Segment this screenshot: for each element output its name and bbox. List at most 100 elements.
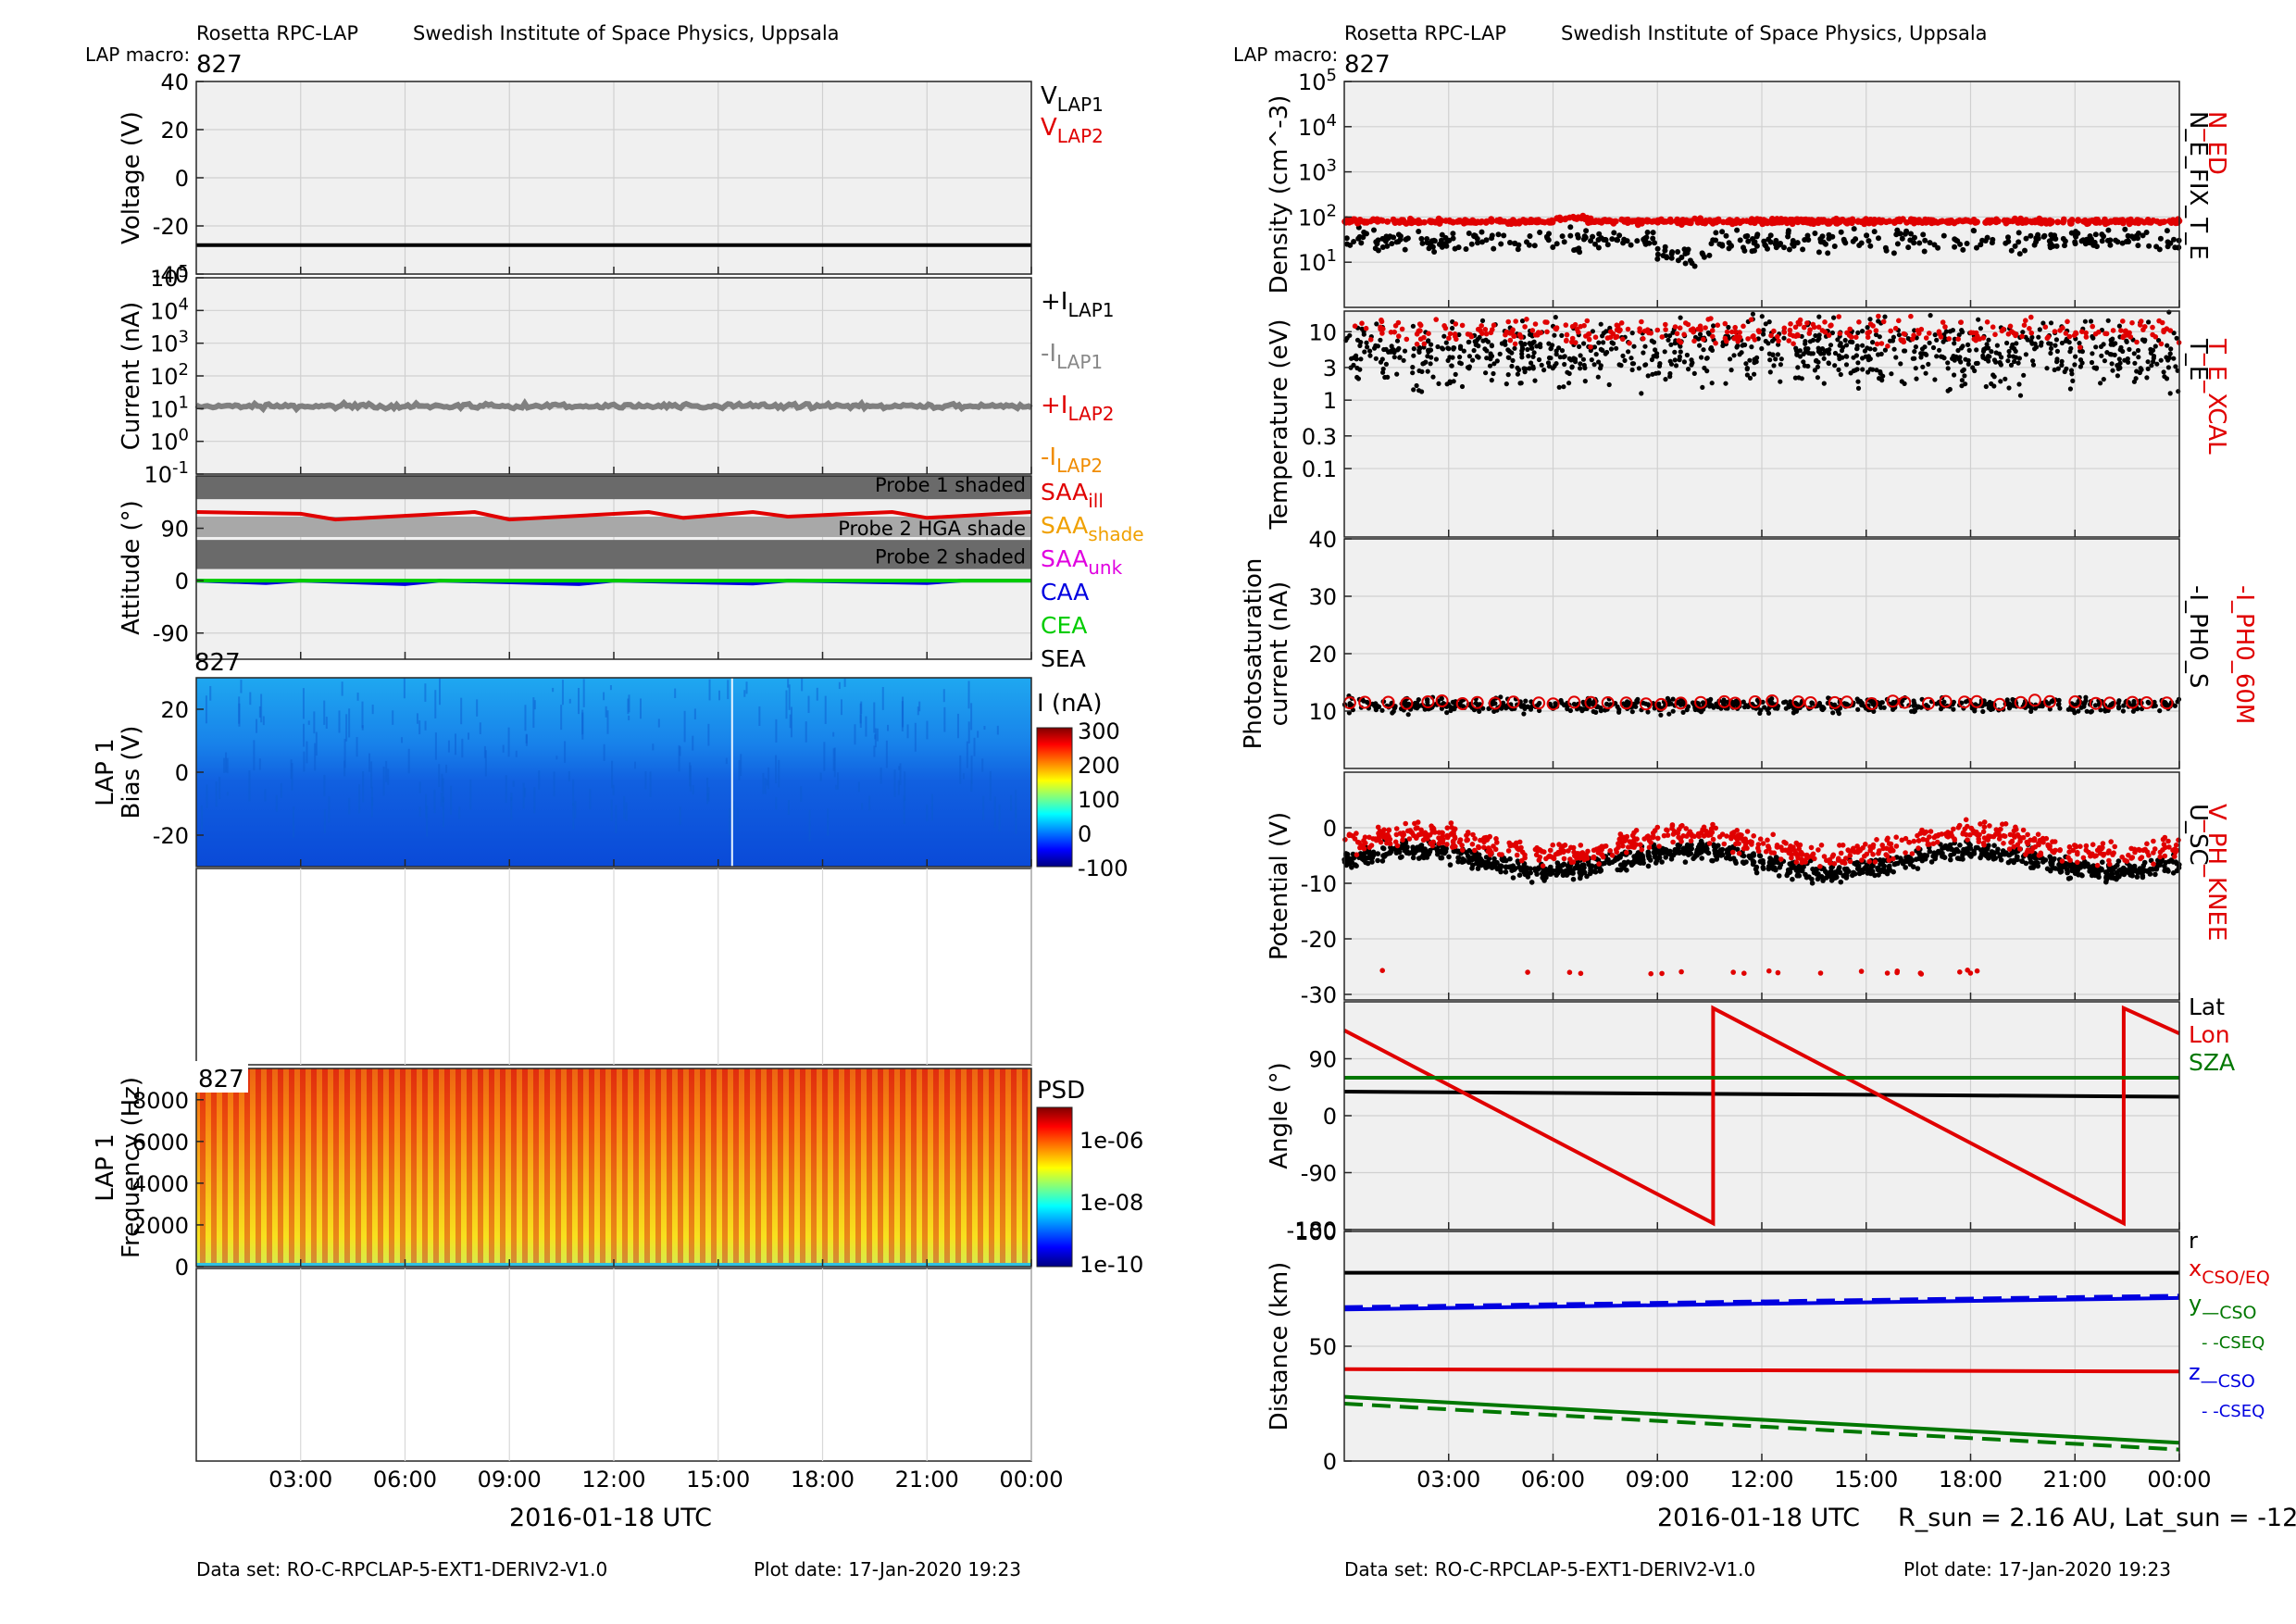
data-point bbox=[1546, 364, 1553, 369]
data-point bbox=[1677, 354, 1682, 359]
data-point bbox=[1615, 867, 1620, 873]
heatmap-streak bbox=[416, 713, 418, 724]
data-point bbox=[2027, 326, 2032, 331]
data-point bbox=[2173, 842, 2179, 848]
data-point bbox=[1835, 337, 1841, 343]
data-point bbox=[1578, 353, 1583, 358]
data-point bbox=[2133, 376, 2139, 381]
data-point bbox=[1878, 861, 1883, 868]
data-point bbox=[1506, 348, 1512, 354]
data-point bbox=[1903, 850, 1908, 856]
data-point bbox=[1905, 244, 1912, 251]
data-point bbox=[1733, 217, 1741, 223]
data-point bbox=[1682, 251, 1689, 256]
data-point bbox=[1927, 848, 1933, 855]
data-point bbox=[1400, 696, 1414, 710]
data-point bbox=[1603, 237, 1609, 244]
data-point bbox=[1394, 847, 1401, 853]
data-point bbox=[1786, 705, 1791, 710]
data-point bbox=[1859, 857, 1865, 863]
data-point bbox=[1607, 848, 1613, 854]
right-macro-value: 827 bbox=[1344, 51, 1391, 79]
data-point bbox=[1365, 849, 1370, 856]
data-point bbox=[1661, 832, 1667, 839]
data-point bbox=[1680, 709, 1686, 716]
heatmap-streak bbox=[434, 690, 437, 718]
data-point bbox=[2110, 701, 2115, 706]
data-point bbox=[1708, 346, 1714, 352]
data-point bbox=[2082, 319, 2088, 324]
data-point bbox=[1579, 862, 1585, 868]
heatmap-streak bbox=[303, 751, 306, 772]
data-point bbox=[1420, 361, 1426, 367]
data-point bbox=[1466, 219, 1473, 226]
data-point bbox=[1753, 869, 1760, 876]
data-point bbox=[1676, 834, 1681, 841]
data-point bbox=[1668, 251, 1675, 257]
data-point bbox=[1971, 228, 1978, 234]
data-point bbox=[2096, 219, 2103, 226]
data-point bbox=[1981, 819, 1988, 825]
data-point bbox=[1704, 356, 1710, 361]
heatmap-streak bbox=[458, 806, 461, 819]
data-point bbox=[2115, 363, 2120, 369]
data-point bbox=[1890, 706, 1896, 712]
heatmap-streak bbox=[425, 793, 428, 818]
data-point bbox=[1915, 838, 1922, 843]
data-point bbox=[1984, 853, 1990, 859]
heatmap-streak bbox=[857, 781, 860, 793]
data-point bbox=[1847, 853, 1853, 858]
data-point bbox=[1439, 231, 1445, 238]
data-point bbox=[1459, 383, 1466, 390]
data-point bbox=[1920, 364, 1926, 369]
data-point bbox=[1439, 244, 1445, 250]
data-point bbox=[2005, 238, 2012, 244]
data-point bbox=[2028, 314, 2034, 320]
data-point bbox=[1557, 217, 1564, 224]
data-point bbox=[1624, 868, 1629, 873]
heatmap-streak bbox=[561, 680, 564, 706]
data-point bbox=[1862, 217, 1869, 224]
data-point bbox=[1421, 341, 1428, 347]
data-point bbox=[1507, 856, 1513, 862]
heatmap-streak bbox=[904, 771, 906, 801]
data-point bbox=[1592, 334, 1599, 341]
data-point bbox=[1761, 238, 1767, 244]
heatmap-streak bbox=[341, 681, 343, 696]
data-point bbox=[1790, 876, 1795, 882]
data-point bbox=[1708, 241, 1715, 247]
data-point bbox=[1973, 360, 1979, 367]
data-point bbox=[1841, 238, 1848, 244]
data-point bbox=[1561, 384, 1566, 390]
data-point bbox=[1867, 356, 1873, 362]
data-point bbox=[1668, 361, 1675, 367]
data-point bbox=[1614, 327, 1620, 333]
heatmap-streak bbox=[450, 785, 453, 816]
heatmap-streak bbox=[898, 766, 901, 770]
data-point bbox=[1926, 361, 1931, 367]
data-point bbox=[1342, 837, 1348, 843]
data-point bbox=[1513, 319, 1518, 324]
data-point bbox=[2158, 341, 2165, 347]
heatmap-streak bbox=[775, 718, 778, 743]
data-point bbox=[2094, 862, 2101, 868]
data-point bbox=[2089, 359, 2095, 366]
data-point bbox=[1662, 349, 1667, 355]
data-point bbox=[1444, 842, 1450, 847]
heatmap-streak bbox=[260, 693, 263, 723]
data-point bbox=[1614, 345, 1619, 351]
heatmap-streak bbox=[609, 685, 612, 691]
data-point bbox=[2165, 244, 2171, 250]
data-point bbox=[1510, 357, 1516, 363]
data-point bbox=[1532, 696, 1546, 710]
data-point bbox=[2146, 853, 2152, 858]
heatmap-streak bbox=[560, 705, 563, 731]
data-point bbox=[1688, 327, 1694, 333]
data-point bbox=[1525, 346, 1530, 353]
data-point bbox=[1395, 347, 1401, 353]
data-point bbox=[1375, 344, 1380, 349]
heatmap-streak bbox=[683, 710, 686, 743]
data-point bbox=[2099, 238, 2105, 244]
data-point bbox=[1787, 331, 1793, 338]
heatmap-streak bbox=[200, 805, 203, 831]
